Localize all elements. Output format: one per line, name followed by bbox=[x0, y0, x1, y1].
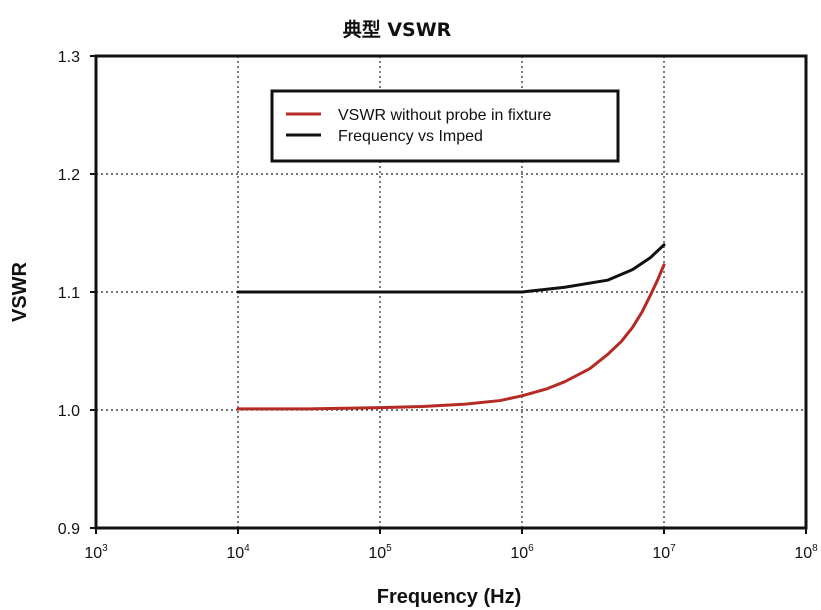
x-tick-label: 104 bbox=[226, 543, 250, 562]
x-tick-label: 105 bbox=[368, 543, 392, 562]
series-layer bbox=[236, 243, 666, 411]
legend-frame bbox=[270, 89, 620, 163]
chart-title: 典型 VSWR bbox=[343, 18, 452, 41]
y-axis-ticks: 0.9 1.0 1.1 1.2 1.3 bbox=[58, 49, 96, 538]
legend: VSWR without probe in fixture Frequency … bbox=[270, 89, 620, 163]
legend-label-frequency-vs-imped: Frequency vs Imped bbox=[338, 128, 483, 145]
x-tick-label: 103 bbox=[84, 543, 108, 562]
y-tick-label: 0.9 bbox=[58, 521, 80, 538]
x-tick-label: 106 bbox=[510, 543, 534, 562]
series-line-vswr-without-probe bbox=[236, 263, 666, 411]
x-tick-label: 108 bbox=[794, 543, 818, 562]
x-axis-ticks: 103 104 105 106 107 108 bbox=[84, 528, 818, 562]
series-line-frequency-vs-imped bbox=[236, 243, 666, 294]
y-axis-label: VSWR bbox=[9, 261, 31, 322]
y-tick-label: 1.1 bbox=[58, 285, 80, 302]
x-tick-label: 107 bbox=[652, 543, 676, 562]
x-axis-label: Frequency (Hz) bbox=[377, 586, 521, 608]
y-tick-label: 1.3 bbox=[58, 49, 80, 66]
y-tick-label: 1.0 bbox=[58, 403, 80, 420]
legend-label-vswr-without-probe: VSWR without probe in fixture bbox=[338, 107, 552, 124]
y-tick-label: 1.2 bbox=[58, 167, 80, 184]
